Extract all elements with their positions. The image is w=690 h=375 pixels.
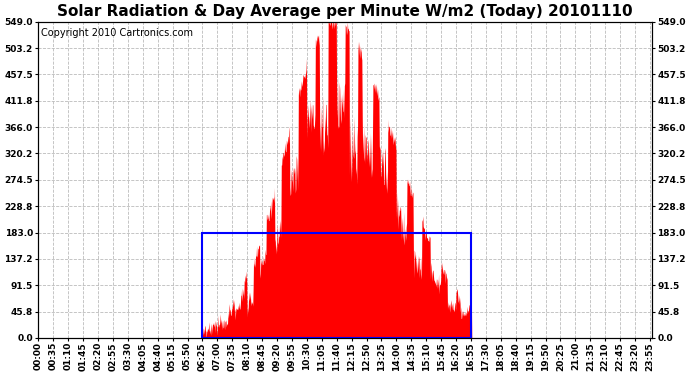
Text: Copyright 2010 Cartronics.com: Copyright 2010 Cartronics.com <box>41 28 193 38</box>
Title: Solar Radiation & Day Average per Minute W/m2 (Today) 20101110: Solar Radiation & Day Average per Minute… <box>57 4 633 19</box>
Bar <box>202 232 471 338</box>
